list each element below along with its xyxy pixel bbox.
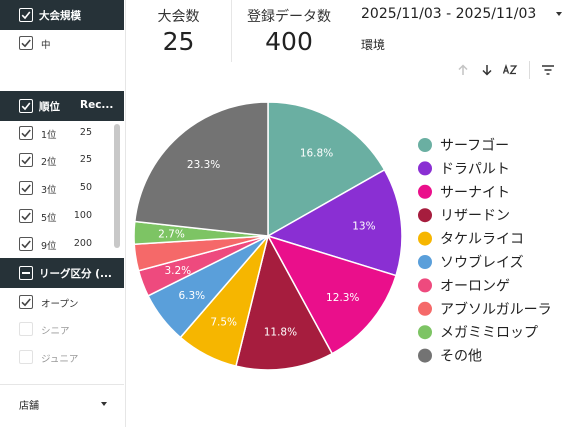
- slice-value-label: 2.7%: [158, 229, 185, 241]
- filter-option-league[interactable]: オープン: [0, 289, 124, 315]
- shop-dropdown-label: 店舗: [19, 401, 39, 412]
- filter-header-league[interactable]: リーグ区分 (...: [0, 258, 124, 288]
- checkbox-icon[interactable]: [19, 99, 33, 113]
- scorecard-value: 25: [162, 27, 195, 56]
- legend-swatch: [418, 184, 432, 199]
- legend-swatch: [418, 255, 432, 269]
- checkbox-icon[interactable]: [19, 322, 33, 336]
- legend-swatch: [418, 348, 432, 363]
- caret-down-icon: [556, 12, 562, 16]
- scorecard-title: 大会数: [157, 9, 200, 25]
- scorecard-value: 400: [265, 27, 313, 56]
- scorecard-tournaments: 大会数 25: [126, 0, 232, 62]
- filter-header-scale[interactable]: 大会規模: [0, 0, 124, 30]
- filter-option-label: 3位: [41, 185, 57, 196]
- caret-down-icon: [101, 402, 107, 406]
- checkbox-icon[interactable]: [19, 209, 33, 223]
- filter-option-label: 1位: [41, 130, 57, 141]
- checkbox-icon[interactable]: [19, 8, 33, 22]
- legend-swatch: [418, 138, 432, 152]
- filter-title-rank: 順位: [39, 101, 60, 113]
- filter-scrollbar[interactable]: [114, 124, 120, 248]
- filter-option-label: オープン: [41, 299, 79, 310]
- legend-swatch: [418, 278, 432, 293]
- indeterminate-checkbox-icon[interactable]: [19, 266, 33, 280]
- legend-label: サーナイト: [440, 185, 510, 201]
- filter-option-rank[interactable]: 2位 25: [0, 147, 124, 173]
- checkbox-icon[interactable]: [19, 153, 33, 167]
- filter-option-league[interactable]: ジュニア: [0, 344, 124, 370]
- filter-option-count: 25: [79, 127, 92, 138]
- filter-panel: 大会規模 中 順位 Rec... 1位 25 2位 25 3位 50 5位 10…: [0, 0, 126, 427]
- filter-icon[interactable]: [540, 62, 556, 78]
- legend-label: その他: [440, 349, 482, 365]
- slice-value-label: 23.3%: [187, 159, 220, 171]
- filter-option-label: ジュニア: [41, 354, 79, 365]
- pie-slice[interactable]: [133, 101, 269, 237]
- slice-value-label: 13%: [352, 221, 375, 233]
- date-range-picker[interactable]: 2025/11/03 - 2025/11/03: [348, 0, 563, 28]
- legend-label: アブソルガルーラ: [440, 301, 552, 318]
- filter-option-label: 2位: [41, 157, 57, 168]
- legend-label: ドラパルト: [440, 161, 510, 177]
- legend-label: サーフゴー: [440, 137, 509, 154]
- slice-value-label: 3.2%: [164, 265, 191, 277]
- legend-label: リザードン: [440, 208, 510, 224]
- filter-option-rank[interactable]: 5位 100: [0, 203, 124, 229]
- checkbox-icon[interactable]: [19, 181, 33, 195]
- filter-option-count: 25: [79, 154, 92, 165]
- legend-label: ソウブレイズ: [440, 254, 524, 271]
- environment-label: 環境: [361, 38, 386, 52]
- filter-option-rank[interactable]: 3位 50: [0, 175, 124, 201]
- checkbox-icon[interactable]: [19, 36, 33, 50]
- legend-swatch: [418, 231, 432, 246]
- legend-swatch: [418, 208, 432, 223]
- checkbox-icon[interactable]: [19, 237, 33, 251]
- filter-title-scale: 大会規模: [39, 10, 81, 22]
- slice-value-label: 12.3%: [326, 292, 359, 304]
- filter-option-count: 50: [79, 182, 92, 193]
- filter-option-league[interactable]: シニア: [0, 316, 124, 342]
- pie-slice[interactable]: [266, 168, 403, 277]
- sort-az-icon[interactable]: [502, 62, 518, 78]
- filter-option-scale[interactable]: 中: [0, 30, 124, 56]
- checkbox-icon[interactable]: [19, 350, 33, 364]
- date-range-text: 2025/11/03 - 2025/11/03: [361, 6, 537, 22]
- scorecard-records: 登録データ数 400: [233, 0, 345, 62]
- filter-option-label: 5位: [41, 213, 57, 224]
- legend-label: メガミミロップ: [440, 325, 538, 341]
- legend-swatch: [418, 301, 432, 316]
- arrow-down-icon[interactable]: [479, 62, 495, 78]
- filter-title-league: リーグ区分 (...: [39, 268, 112, 280]
- legend-swatch: [418, 325, 432, 340]
- filter-option-label: 9位: [41, 241, 57, 252]
- checkbox-icon[interactable]: [19, 126, 33, 140]
- scorecard-title: 登録データ数: [247, 9, 331, 25]
- shop-dropdown[interactable]: 店舗: [0, 384, 124, 422]
- filter-option-label: シニア: [41, 326, 70, 337]
- filter-option-rank[interactable]: 1位 25: [0, 120, 124, 146]
- slice-value-label: 6.3%: [178, 290, 205, 302]
- pie-slice[interactable]: [266, 234, 397, 355]
- slice-value-label: 7.5%: [210, 317, 237, 329]
- checkbox-icon[interactable]: [19, 295, 33, 309]
- legend-label: タケルライコ: [440, 232, 524, 248]
- slice-value-label: 11.8%: [264, 327, 297, 339]
- filter-option-count: 200: [73, 238, 92, 249]
- filter-option-rank[interactable]: 9位 200: [0, 231, 124, 257]
- legend-swatch: [418, 161, 432, 176]
- arrow-up-icon[interactable]: [455, 62, 471, 78]
- pie-slice[interactable]: [267, 101, 386, 238]
- filter-header-rank[interactable]: 順位 Rec...: [0, 91, 124, 121]
- slice-value-label: 16.8%: [300, 148, 333, 160]
- pie-chart: 16.8%13%12.3%11.8%7.5%6.3%3.2%2.7%23.3% …: [133, 101, 552, 371]
- legend-label: オーロンゲ: [440, 278, 510, 294]
- filter-column-header: Rec...: [80, 99, 114, 111]
- filter-option-label: 中: [41, 40, 51, 51]
- toolbar-divider: [529, 61, 530, 79]
- filter-option-count: 100: [73, 210, 92, 221]
